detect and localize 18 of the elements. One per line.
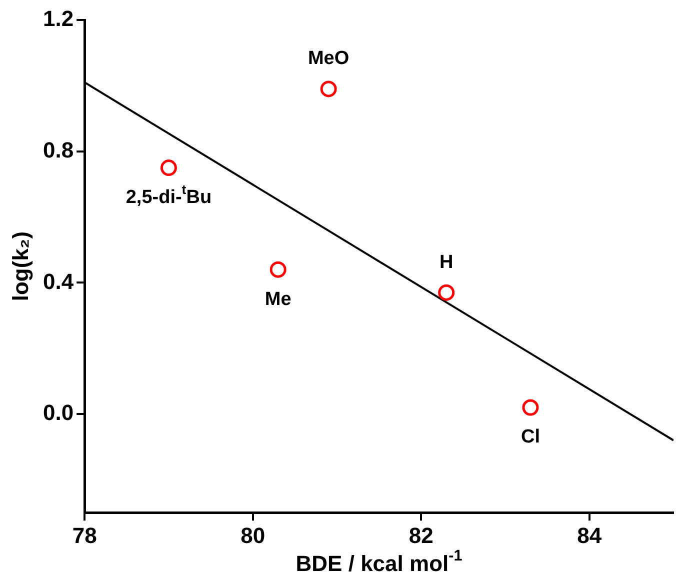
y-axis-title: log(k₂) — [8, 231, 34, 302]
annotation: Me — [264, 288, 292, 310]
x-tick-label: 80 — [240, 522, 266, 548]
annotation: H — [439, 252, 454, 273]
x-tick-label: 84 — [577, 522, 602, 548]
y-tick-label: 0.4 — [42, 268, 74, 294]
y-tick-label: 0.0 — [42, 400, 74, 426]
y-tick-label: 0.8 — [42, 137, 74, 162]
y-tick-label: 1.2 — [42, 6, 74, 32]
point — [160, 160, 177, 176]
annotation: MeO — [308, 48, 350, 70]
x-tick-label: 82 — [408, 522, 434, 548]
annotation: Cl — [520, 426, 540, 448]
point — [320, 80, 337, 98]
point — [270, 261, 286, 278]
point — [438, 284, 455, 301]
x-tick-label: 78 — [72, 522, 97, 548]
point — [522, 399, 539, 416]
